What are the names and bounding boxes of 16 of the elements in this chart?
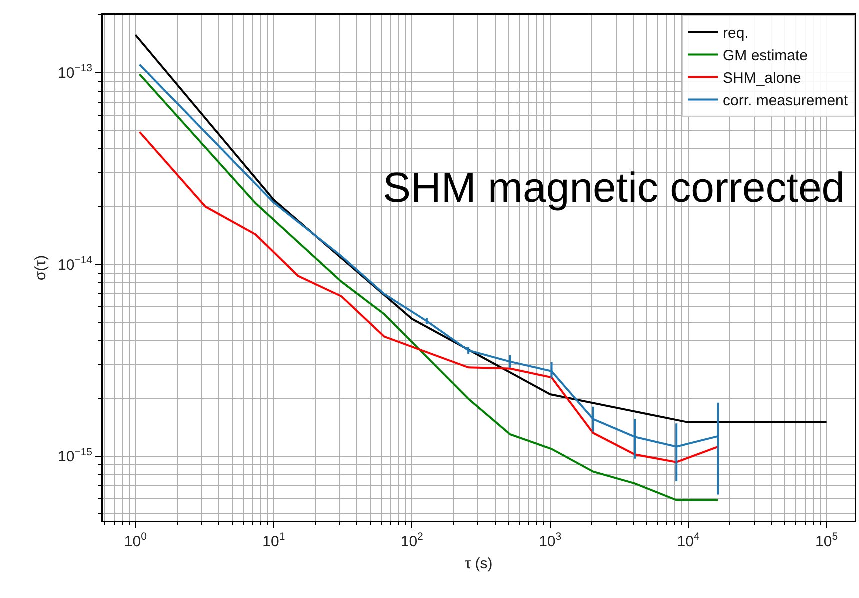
annotation: SHM magnetic corrected xyxy=(383,164,846,211)
x-tick-label: 10$^{3}$ xyxy=(539,531,562,550)
x-tick-label: 10$^{5}$ xyxy=(816,531,838,550)
y-axis-title: σ(τ) xyxy=(32,255,50,281)
x-tick-label: 10$^{1}$ xyxy=(262,531,286,550)
legend-label: GM estimate xyxy=(723,48,808,65)
x-axis-title: τ (s) xyxy=(465,555,493,572)
x-tick-label: 10$^{4}$ xyxy=(677,531,700,550)
x-tick-label: 10$^{0}$ xyxy=(124,531,148,550)
y-tick-label: 10$^{−13}$ xyxy=(58,62,93,82)
legend-label: SHM_alone xyxy=(723,70,802,88)
x-tick-label: 10$^{2}$ xyxy=(400,531,424,550)
legend-label: req. xyxy=(723,25,749,42)
legend-label: corr. measurement xyxy=(723,92,849,110)
y-tick-label: 10$^{−15}$ xyxy=(58,446,93,466)
y-tick-label: 10$^{−14}$ xyxy=(58,254,93,274)
